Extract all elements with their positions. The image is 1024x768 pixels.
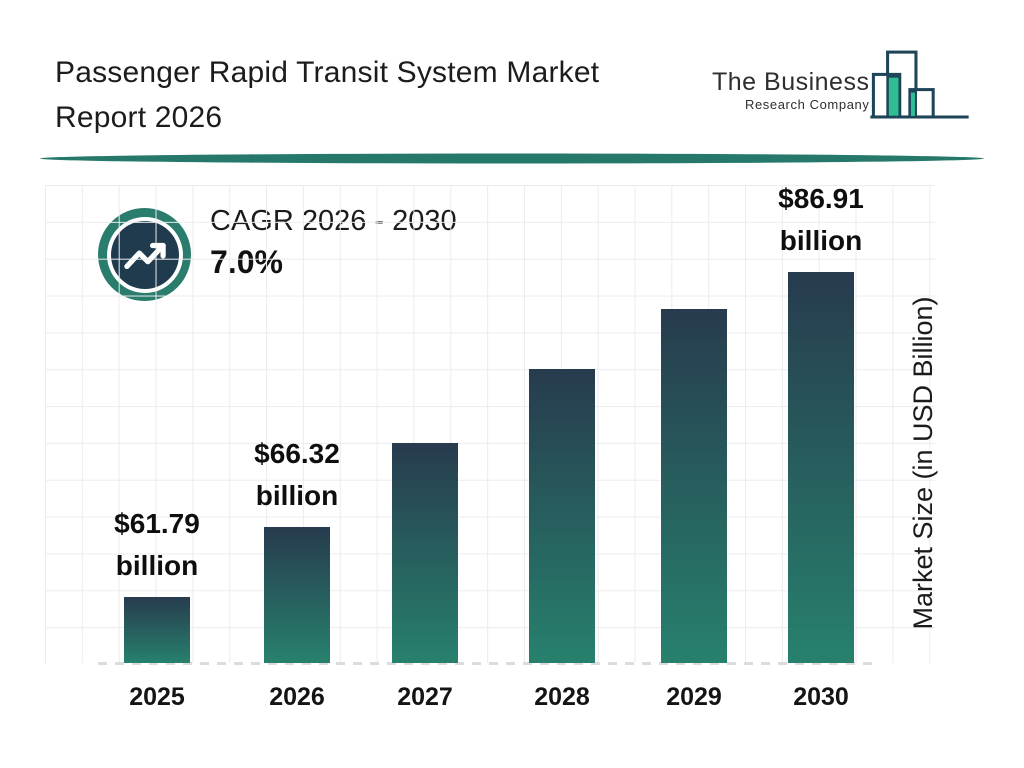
plot-area: $61.79 billion 2025 $66.32 billion 2026 2027 20…	[45, 183, 935, 711]
page-title-line1: Passenger Rapid Transit System Market	[55, 56, 600, 89]
bar-value-unit: billion	[255, 480, 339, 511]
company-logo: The Business Research Company	[712, 40, 982, 120]
x-tick-label-2025: 2025	[129, 683, 185, 711]
bar-value-label-2025: $61.79 billion	[72, 503, 242, 587]
bar-2027	[392, 443, 458, 663]
bar-2028	[529, 369, 595, 663]
bar-value-label-2026: $66.32 billion	[212, 433, 382, 517]
page-title: Passenger Rapid Transit System Market Re…	[55, 50, 599, 140]
x-tick-label-2028: 2028	[534, 683, 590, 711]
company-logo-text: The Business Research Company	[712, 68, 869, 120]
bar-value-label-2030: $86.91 billion	[736, 178, 906, 262]
y-axis-title: Market Size (in USD Billion)	[908, 296, 938, 630]
bar-value-unit: billion	[779, 225, 863, 256]
x-tick-label-2030: 2030	[793, 683, 849, 711]
bar-value-amount: $61.79	[114, 508, 200, 539]
bar-value-unit: billion	[115, 550, 199, 581]
bar-value-amount: $66.32	[254, 438, 340, 469]
bar-2025	[124, 597, 190, 663]
x-tick-label-2029: 2029	[666, 683, 722, 711]
x-tick-label-2027: 2027	[397, 683, 453, 711]
bar-2029	[661, 309, 727, 663]
company-name: The Business	[712, 68, 870, 96]
page-title-line2: Report 2026	[55, 101, 223, 134]
company-subtitle: Research Company	[744, 97, 870, 112]
header-divider	[40, 153, 984, 164]
x-tick-label-2026: 2026	[269, 683, 325, 711]
bar-2026	[264, 527, 330, 663]
bar-value-amount: $86.91	[778, 183, 864, 214]
bar-2030	[788, 272, 854, 663]
bar-skyline-logo-icon	[870, 50, 970, 119]
x-axis-baseline	[98, 662, 880, 665]
